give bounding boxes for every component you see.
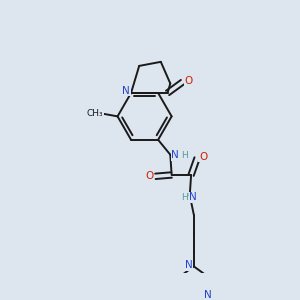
- Text: N: N: [185, 260, 193, 270]
- Text: N: N: [171, 150, 179, 160]
- Text: O: O: [184, 76, 193, 86]
- Text: N: N: [204, 290, 211, 300]
- Text: H: H: [181, 151, 188, 160]
- Text: H: H: [181, 193, 188, 202]
- Text: N: N: [189, 192, 197, 203]
- Text: O: O: [145, 171, 154, 181]
- Text: O: O: [199, 152, 207, 162]
- Text: CH₃: CH₃: [87, 109, 103, 118]
- Text: N: N: [122, 86, 130, 96]
